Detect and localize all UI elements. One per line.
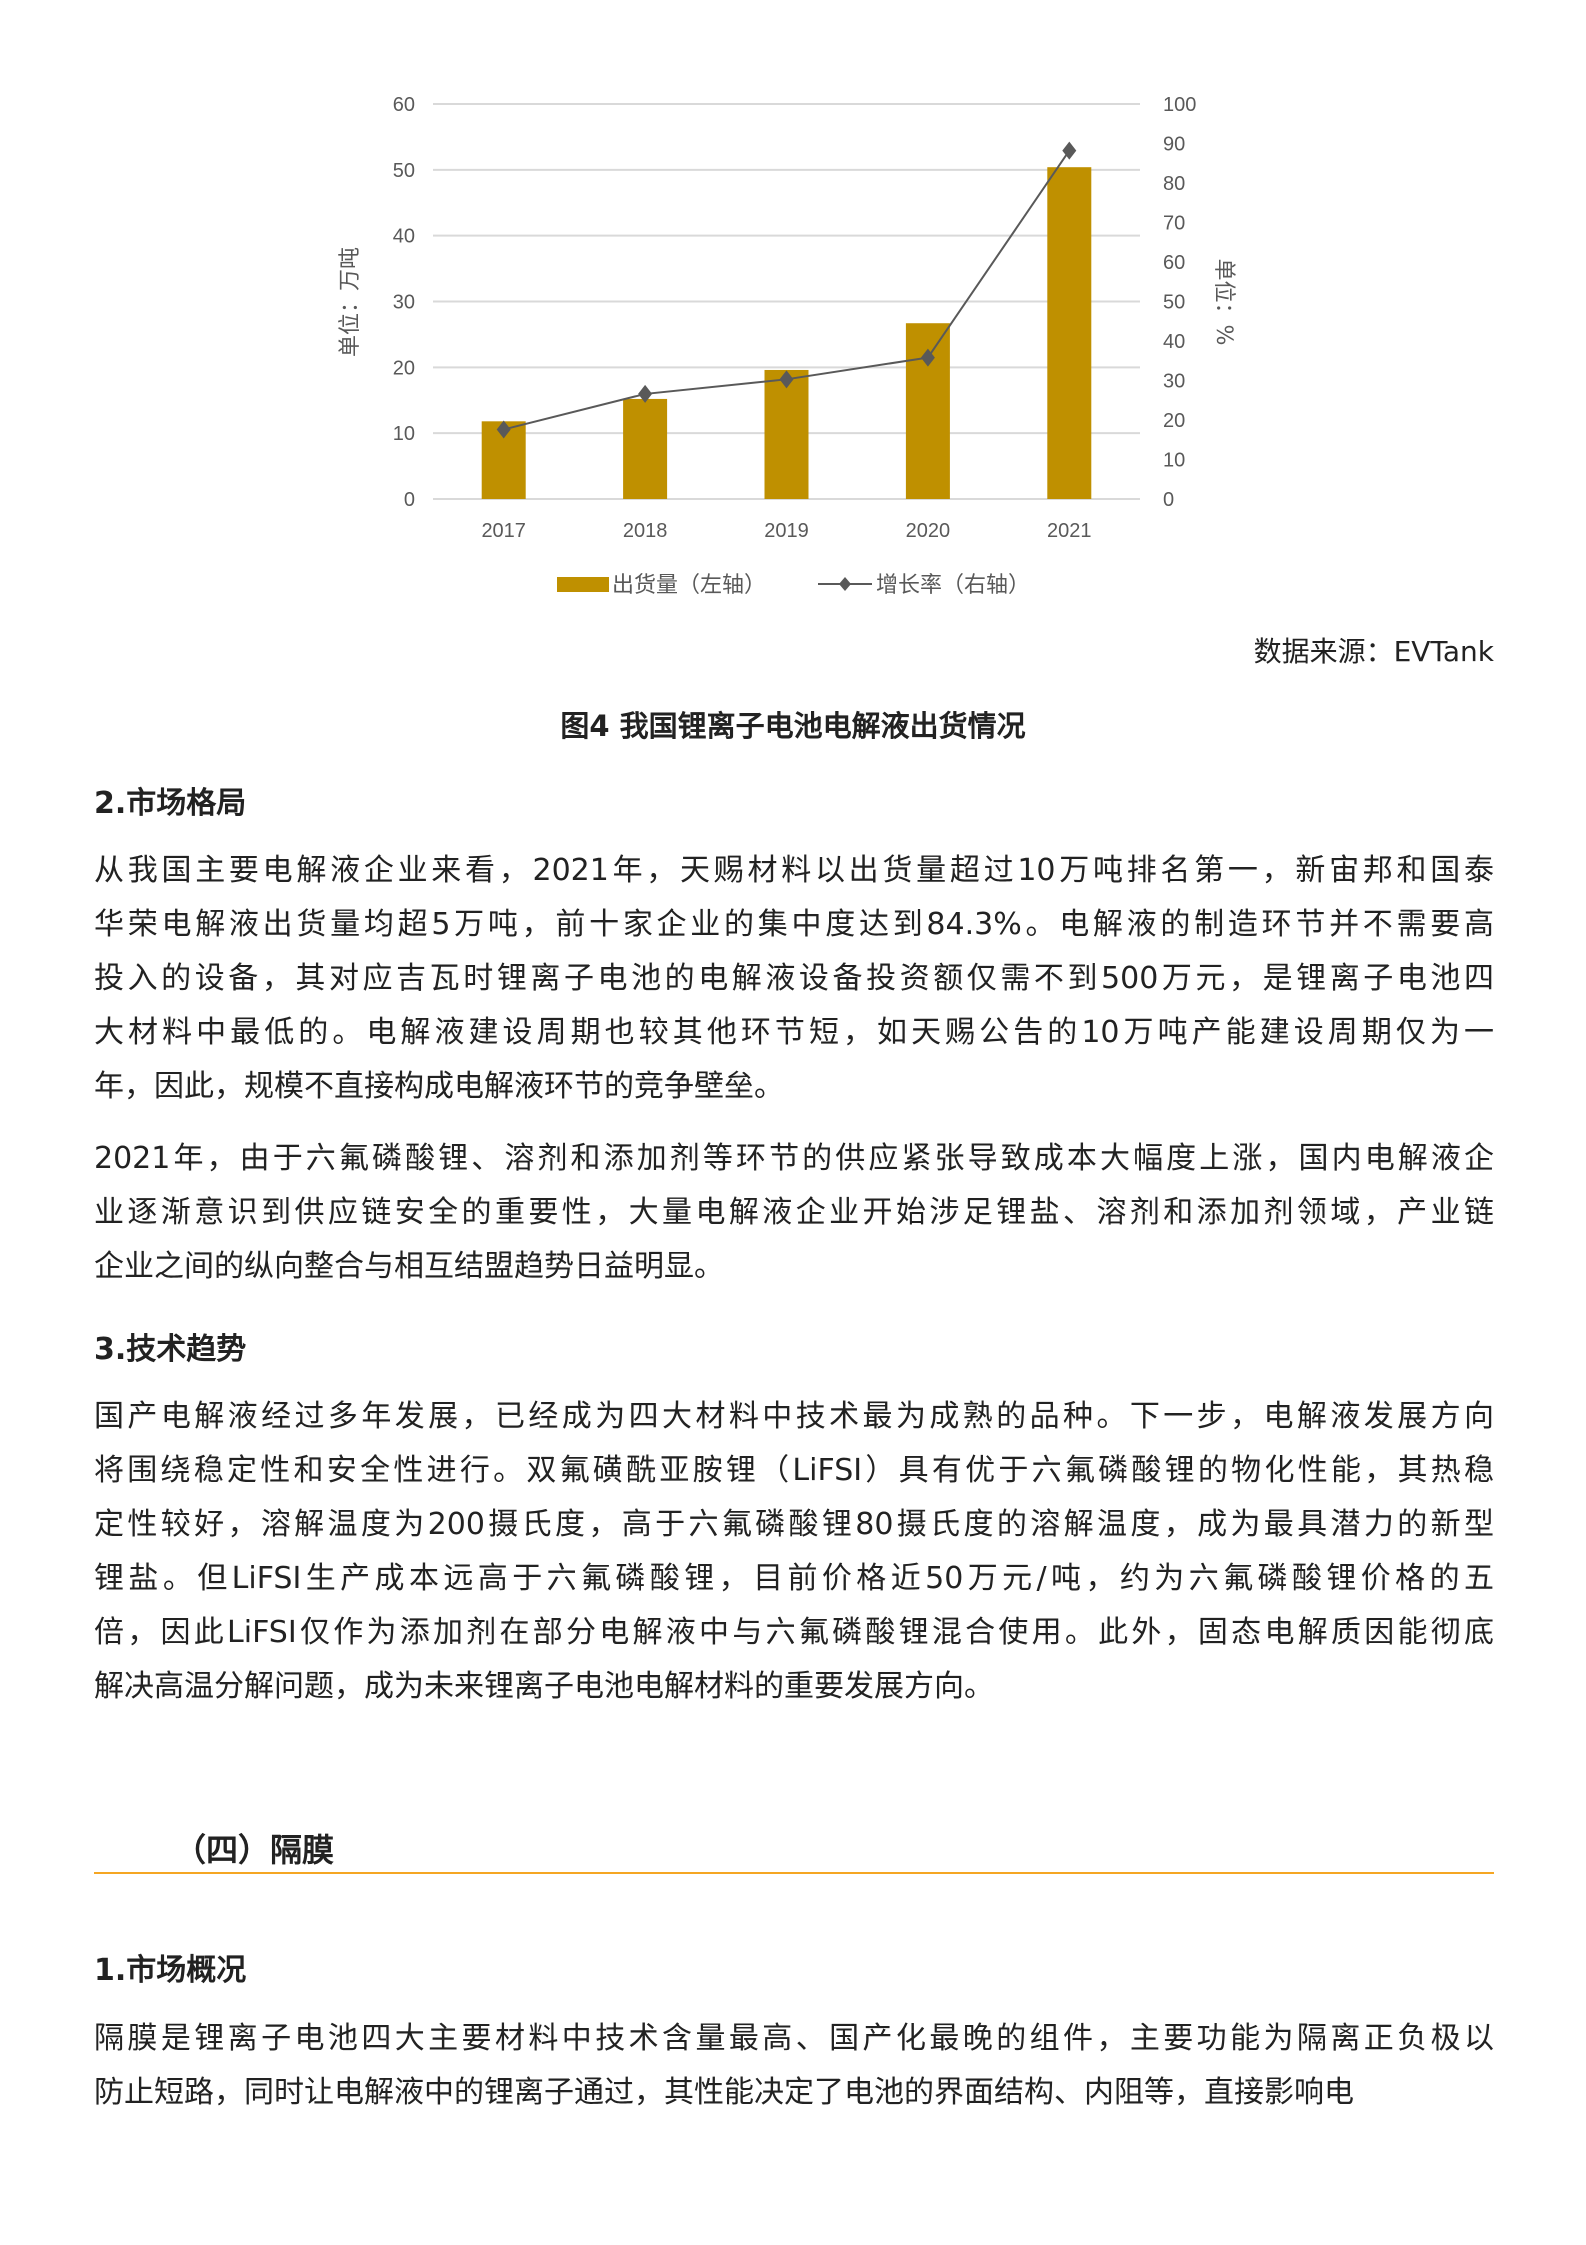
legend-bar-swatch (557, 577, 609, 592)
right-tick-label: 70 (1163, 213, 1185, 235)
growth-marker-2018 (638, 384, 653, 403)
text-line: 锂盐。但LiFSI生产成本远高于六氟磷酸锂，目前价格近50万元/吨，约为六氟磷酸… (94, 1561, 1494, 1596)
heading-separator: （四）隔膜 (174, 1831, 335, 1869)
right-tick-label: 10 (1163, 450, 1185, 472)
section-divider (94, 1872, 1494, 1874)
text-line: 防止短路，同时让电解液中的锂离子通过，其性能决定了电池的界面结构、内阻等，直接影… (94, 2075, 1354, 2110)
legend-line-label: 增长率（右轴） (876, 573, 1030, 598)
right-tick-label: 60 (1163, 252, 1185, 274)
x-tick-label: 2018 (623, 520, 668, 542)
legend-bar-label: 出货量（左轴） (612, 573, 766, 598)
heading-market-structure: 2.市场格局 (94, 786, 247, 821)
text-line: 将围绕稳定性和安全性进行。双氟磺酰亚胺锂（LiFSI）具有优于六氟磷酸锂的物化性… (94, 1453, 1494, 1488)
growth-marker-2021 (1062, 141, 1077, 160)
text-line: 解决高温分解问题，成为未来锂离子电池电解材料的重要发展方向。 (94, 1669, 994, 1704)
x-tick-label: 2020 (906, 520, 951, 542)
text-line: 倍，因此LiFSI仅作为添加剂在部分电解液中与六氟磷酸锂混合使用。此外，固态电解… (94, 1615, 1494, 1650)
growth-marker-2020 (920, 348, 935, 367)
legend-diamond-icon (839, 577, 851, 591)
left-tick-label: 0 (404, 489, 415, 511)
chart-bars (481, 167, 1092, 499)
right-tick-label: 0 (1163, 489, 1174, 511)
chart-legend: 出货量（左轴） 增长率（右轴） (557, 573, 1030, 598)
text-line: 大材料中最低的。电解液建设周期也较其他环节短，如天赐公告的10万吨产能建设周期仅… (94, 1015, 1494, 1050)
left-tick-label: 10 (393, 423, 415, 445)
x-tick-label: 2021 (1047, 520, 1092, 542)
right-tick-label: 30 (1163, 371, 1185, 393)
chart-gridlines (433, 103, 1140, 500)
left-tick-label: 30 (393, 292, 415, 314)
bar-2021 (1047, 167, 1092, 499)
right-axis-ticks: 0 10 20 30 40 50 60 70 80 90 100 (1163, 94, 1196, 511)
paragraph-market-1: 从我国主要电解液企业来看，2021年，天赐材料以出货量超过10万吨排名第一，新宙… (94, 844, 1494, 1114)
text-line: 业逐渐意识到供应链安全的重要性，大量电解液企业开始涉足锂盐、溶剂和添加剂领域，产… (94, 1195, 1494, 1230)
left-tick-label: 20 (393, 357, 415, 379)
heading-tech-trend: 3.技术趋势 (94, 1332, 247, 1367)
growth-marker-2019 (779, 370, 794, 389)
right-tick-label: 90 (1163, 134, 1185, 156)
bar-2019 (764, 369, 809, 499)
left-axis-ticks: 0 10 20 30 40 50 60 (393, 94, 415, 511)
x-axis-ticks: 2017 2018 2019 2020 2021 (481, 520, 1091, 542)
right-tick-label: 40 (1163, 331, 1185, 353)
right-axis-label: 单位：% (1211, 259, 1236, 346)
shipment-chart: 0 10 20 30 40 50 60 0 10 20 30 40 50 60 70 80 90 100 201… (338, 94, 1236, 598)
right-tick-label: 50 (1163, 292, 1185, 314)
text-line: 投入的设备，其对应吉瓦时锂离子电池的电解液设备投资额仅需不到500万元，是锂离子… (94, 961, 1494, 996)
left-axis-label: 单位：万吨 (338, 247, 363, 357)
right-tick-label: 20 (1163, 410, 1185, 432)
text-line: 企业之间的纵向整合与相互结盟趋势日益明显。 (94, 1249, 724, 1284)
left-tick-label: 50 (393, 160, 415, 182)
paragraph-tech-trend: 国产电解液经过多年发展，已经成为四大材料中技术最为成熟的品种。下一步，电解液发展… (94, 1390, 1494, 1714)
x-tick-label: 2019 (764, 520, 809, 542)
text-line: 2021年，由于六氟磷酸锂、溶剂和添加剂等环节的供应紧张导致成本大幅度上涨，国内… (94, 1141, 1494, 1176)
chart-growth-line (496, 141, 1077, 439)
left-tick-label: 40 (393, 226, 415, 248)
figure-caption: 图4 我国锂离子电池电解液出货情况 (560, 709, 1026, 743)
heading-market-overview: 1.市场概况 (94, 1953, 247, 1988)
right-tick-label: 80 (1163, 173, 1185, 195)
left-tick-label: 60 (393, 94, 415, 116)
text-line: 定性较好，溶解温度为200摄氏度，高于六氟磷酸锂80摄氏度的溶解温度，成为最具潜… (94, 1507, 1494, 1542)
text-line: 年，因此，规模不直接构成电解液环节的竞争壁垒。 (94, 1069, 784, 1104)
bar-2018 (623, 398, 668, 499)
text-line: 隔膜是锂离子电池四大主要材料中技术含量最高、国产化最晚的组件，主要功能为隔离正负… (94, 2021, 1494, 2056)
text-line: 从我国主要电解液企业来看，2021年，天赐材料以出货量超过10万吨排名第一，新宙… (94, 853, 1494, 888)
right-tick-label: 100 (1163, 94, 1196, 116)
paragraph-market-2: 2021年，由于六氟磷酸锂、溶剂和添加剂等环节的供应紧张导致成本大幅度上涨，国内… (94, 1132, 1494, 1294)
growth-marker-2017 (496, 420, 511, 439)
data-source: 数据来源：EVTank (1253, 635, 1494, 668)
text-line: 华荣电解液出货量均超5万吨，前十家企业的集中度达到84.3%。电解液的制造环节并… (94, 907, 1494, 942)
x-tick-label: 2017 (481, 520, 526, 542)
paragraph-separator: 隔膜是锂离子电池四大主要材料中技术含量最高、国产化最晚的组件，主要功能为隔离正负… (94, 2012, 1494, 2120)
text-line: 国产电解液经过多年发展，已经成为四大材料中技术最为成熟的品种。下一步，电解液发展… (94, 1399, 1494, 1434)
